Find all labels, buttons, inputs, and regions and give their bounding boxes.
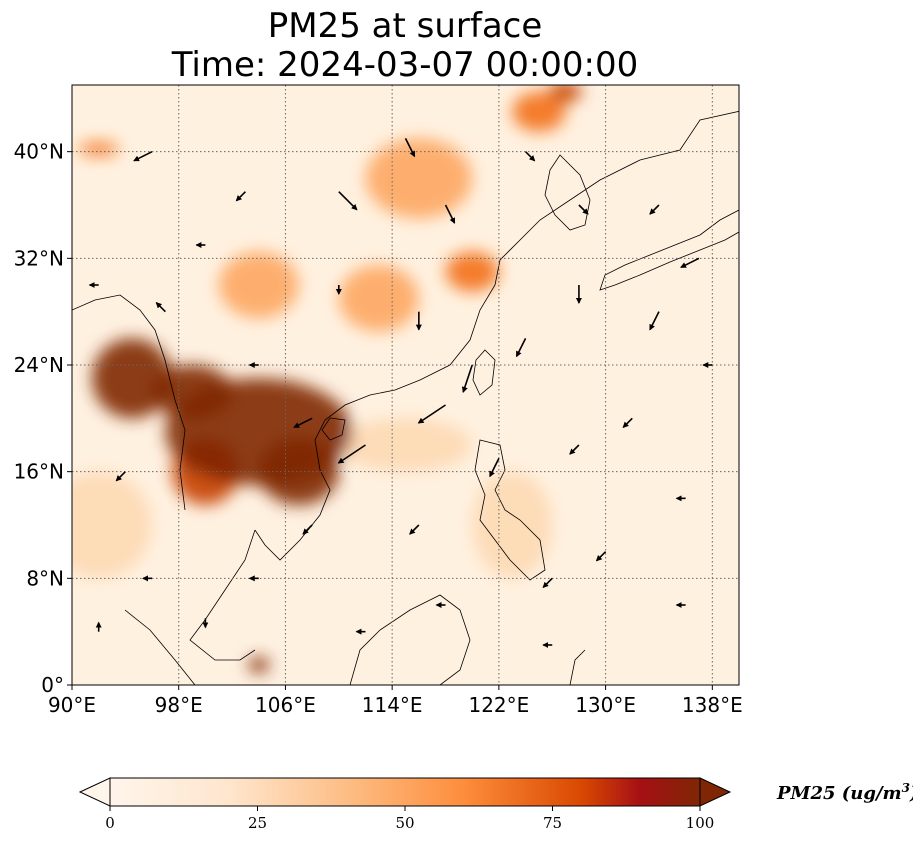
- pm25-field: [72, 85, 582, 673]
- wind-arrow: [115, 471, 126, 482]
- wind-arrow: [542, 577, 553, 589]
- wind-arrow: [515, 337, 527, 358]
- lat-tick-label: 0°: [41, 673, 64, 697]
- colorbar-tick-label: 25: [248, 814, 267, 832]
- wind-arrow: [680, 257, 700, 269]
- coastline-taiwan: [472, 349, 496, 396]
- wind-arrow: [293, 417, 313, 429]
- wind-arrow: [578, 204, 589, 215]
- pm25-hotspot: [92, 338, 173, 419]
- colorbar-tick-label: 75: [543, 814, 562, 832]
- pm25-hotspot: [445, 251, 499, 292]
- wind-arrow: [649, 204, 660, 215]
- lat-tick-label: 24°N: [14, 353, 64, 377]
- lon-tick-label: 130°E: [575, 693, 636, 717]
- colorbar-title: PM25 (ug/m3): [776, 781, 913, 804]
- wind-arrow: [417, 404, 446, 424]
- coastline-sulawesi: [569, 649, 586, 685]
- pm25-hotspot: [549, 85, 582, 103]
- colorbar-tick-label: 0: [105, 814, 115, 832]
- wind-arrow: [649, 311, 660, 331]
- lon-tick-label: 138°E: [682, 693, 743, 717]
- coastline-korea: [544, 154, 591, 231]
- pm25-hotspot: [338, 265, 419, 332]
- wind-arrow: [461, 364, 473, 393]
- lat-tick-label: 16°N: [14, 460, 64, 484]
- coastline-sumatra: [124, 609, 196, 685]
- pm25-hotspot: [248, 657, 270, 673]
- pm25-hotspot: [72, 471, 153, 579]
- wind-arrow: [235, 191, 246, 202]
- coastline-philippines: [474, 439, 546, 581]
- wind-arrow: [133, 150, 153, 162]
- wind-arrow: [489, 457, 500, 478]
- wind-arrow: [622, 417, 633, 429]
- pm25-hotspot: [512, 91, 566, 132]
- coastline-hainan: [321, 417, 346, 441]
- wind-arrow: [337, 444, 366, 464]
- wind-arrow: [595, 551, 607, 562]
- wind-arrow: [302, 524, 313, 535]
- wind-arrow: [444, 204, 456, 224]
- wind-arrow: [524, 151, 536, 162]
- wind-arrow: [155, 301, 166, 313]
- lat-tick-label: 8°N: [26, 566, 64, 590]
- lon-tick-label: 98°E: [155, 693, 203, 717]
- map-frame: [71, 84, 740, 686]
- pm25-hotspot: [218, 251, 299, 319]
- wind-arrow: [409, 524, 420, 535]
- coastline-malay-peninsula: [189, 529, 256, 661]
- coastline-india: [72, 294, 186, 511]
- wind-arrow: [404, 137, 416, 158]
- lon-axis: 90°E 98°E 106°E 114°E 122°E 130°E 138°E: [48, 685, 743, 717]
- colorbar-max-extend: [699, 777, 732, 807]
- coastlines: [72, 110, 739, 685]
- pm25-hotspot: [472, 471, 553, 579]
- figure-title-line2: Time: 2024-03-07 00:00:00: [171, 45, 639, 85]
- coastline-japan: [599, 209, 739, 291]
- lon-tick-label: 90°E: [48, 693, 96, 717]
- gridlines: [72, 85, 739, 685]
- pm25-hotspot: [258, 438, 339, 505]
- colorbar-tick-label: 100: [686, 814, 715, 832]
- wind-arrow: [338, 191, 358, 211]
- pm25-hotspot: [365, 138, 473, 219]
- coastline-china-vietnam: [254, 110, 739, 561]
- lon-tick-label: 114°E: [362, 693, 423, 717]
- lon-tick-label: 106°E: [255, 693, 316, 717]
- lat-tick-label: 32°N: [14, 246, 64, 270]
- pm25-hotspot: [338, 418, 473, 472]
- colorbar-gradient: [110, 778, 700, 806]
- colorbar-tick-label: 50: [395, 814, 414, 832]
- colorbar-min-extend: [78, 777, 111, 807]
- lat-axis: 0° 8°N 16°N 24°N 32°N 40°N: [14, 140, 72, 697]
- pm25-hotspot: [78, 142, 119, 156]
- wind-vectors: [88, 137, 713, 648]
- wind-arrow: [569, 444, 580, 455]
- lon-tick-label: 122°E: [468, 693, 529, 717]
- colorbar: 0 25 50 75 100 PM25 (ug/m3): [78, 777, 913, 832]
- map-plot-area: [72, 85, 739, 685]
- lat-tick-label: 40°N: [14, 140, 64, 164]
- coastline-borneo: [349, 594, 471, 685]
- figure-title-line1: PM25 at surface: [267, 6, 543, 46]
